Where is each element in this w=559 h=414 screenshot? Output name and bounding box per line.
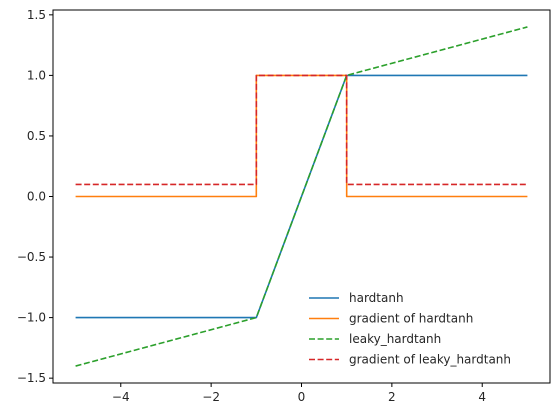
y-tick-label: 1.0 <box>27 68 46 82</box>
x-tick-label: −4 <box>112 390 130 404</box>
series-line-3 <box>75 74 528 186</box>
y-tick-label: 0.5 <box>27 129 46 143</box>
x-tick-label: 2 <box>388 390 396 404</box>
plot-frame <box>52 9 551 384</box>
legend: hardtanh gradient of hardtanh leaky_hardta… <box>309 291 511 367</box>
x-tick-label: −2 <box>202 390 220 404</box>
y-tick-label: −0.5 <box>17 250 46 264</box>
legend-label: leaky_hardtanh <box>349 332 441 346</box>
legend-label: hardtanh <box>349 291 404 305</box>
axes-layer: −4 −2 0 2 4 −1.5 −1.0 −0.5 0.0 0.5 1.0 1.5 <box>17 8 486 404</box>
x-tick-label: 0 <box>298 390 306 404</box>
series-line-1 <box>75 74 528 198</box>
y-tick-label: 1.5 <box>27 8 46 22</box>
series-layer <box>75 26 528 367</box>
x-tick-label: 4 <box>478 390 486 404</box>
y-tick-label: −1.0 <box>17 311 46 325</box>
series-line-0 <box>75 74 528 319</box>
legend-label: gradient of leaky_hardtanh <box>349 353 511 367</box>
y-tick-label: 0.0 <box>27 190 46 204</box>
y-tick-label: −1.5 <box>17 371 46 385</box>
series-line-2 <box>75 26 528 367</box>
legend-label: gradient of hardtanh <box>349 312 473 326</box>
